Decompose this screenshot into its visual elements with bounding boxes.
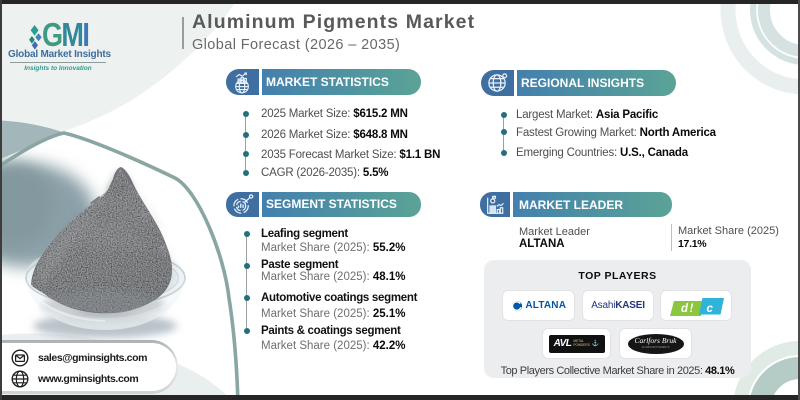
svg-text:c: c <box>707 303 714 315</box>
svg-text:!: ! <box>690 303 694 315</box>
svg-text:d: d <box>681 303 689 315</box>
